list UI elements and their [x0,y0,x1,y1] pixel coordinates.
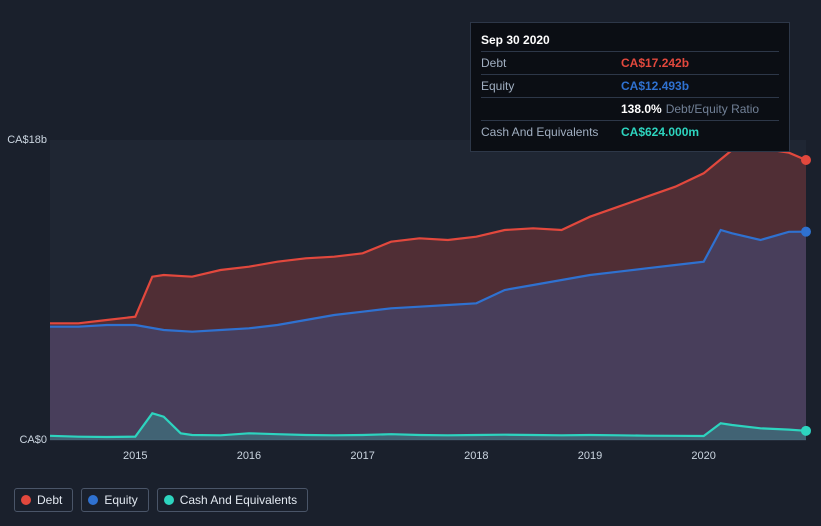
tooltip-row-value: CA$624.000m [621,123,699,141]
tooltip-row: 138.0%Debt/Equity Ratio [481,97,779,120]
tooltip-row-value: CA$17.242b [621,54,689,72]
tooltip-date: Sep 30 2020 [481,31,779,49]
x-axis-label: 2015 [123,450,147,462]
equity-legend-dot [88,495,98,505]
legend-item-equity[interactable]: Equity [81,488,148,512]
debt-end-marker [802,156,811,165]
legend-item-label: Cash And Equivalents [180,493,297,507]
equity-end-marker [802,227,811,236]
legend-item-cash[interactable]: Cash And Equivalents [157,488,308,512]
y-axis-label: CA$0 [19,434,47,446]
tooltip-row-value: CA$12.493b [621,77,689,95]
x-axis-label: 2018 [464,450,488,462]
debt-legend-dot [21,495,31,505]
legend-item-debt[interactable]: Debt [14,488,73,512]
x-axis-label: 2016 [237,450,261,462]
cash-legend-dot [164,495,174,505]
x-axis-label: 2019 [578,450,602,462]
tooltip-row-label: Cash And Equivalents [481,123,621,141]
tooltip-row: DebtCA$17.242b [481,51,779,74]
tooltip-ratio: 138.0%Debt/Equity Ratio [621,100,759,118]
legend-item-label: Equity [104,493,137,507]
chart-tooltip: Sep 30 2020 DebtCA$17.242bEquityCA$12.49… [470,22,790,152]
x-axis-label: 2017 [350,450,374,462]
tooltip-row: EquityCA$12.493b [481,74,779,97]
tooltip-row-label [481,100,621,118]
legend-item-label: Debt [37,493,62,507]
cash-end-marker [802,426,811,435]
y-axis-label: CA$18b [7,134,47,146]
tooltip-row: Cash And EquivalentsCA$624.000m [481,120,779,143]
tooltip-row-label: Debt [481,54,621,72]
x-axis-label: 2020 [691,450,715,462]
chart-legend: Debt Equity Cash And Equivalents [14,488,308,512]
tooltip-row-label: Equity [481,77,621,95]
